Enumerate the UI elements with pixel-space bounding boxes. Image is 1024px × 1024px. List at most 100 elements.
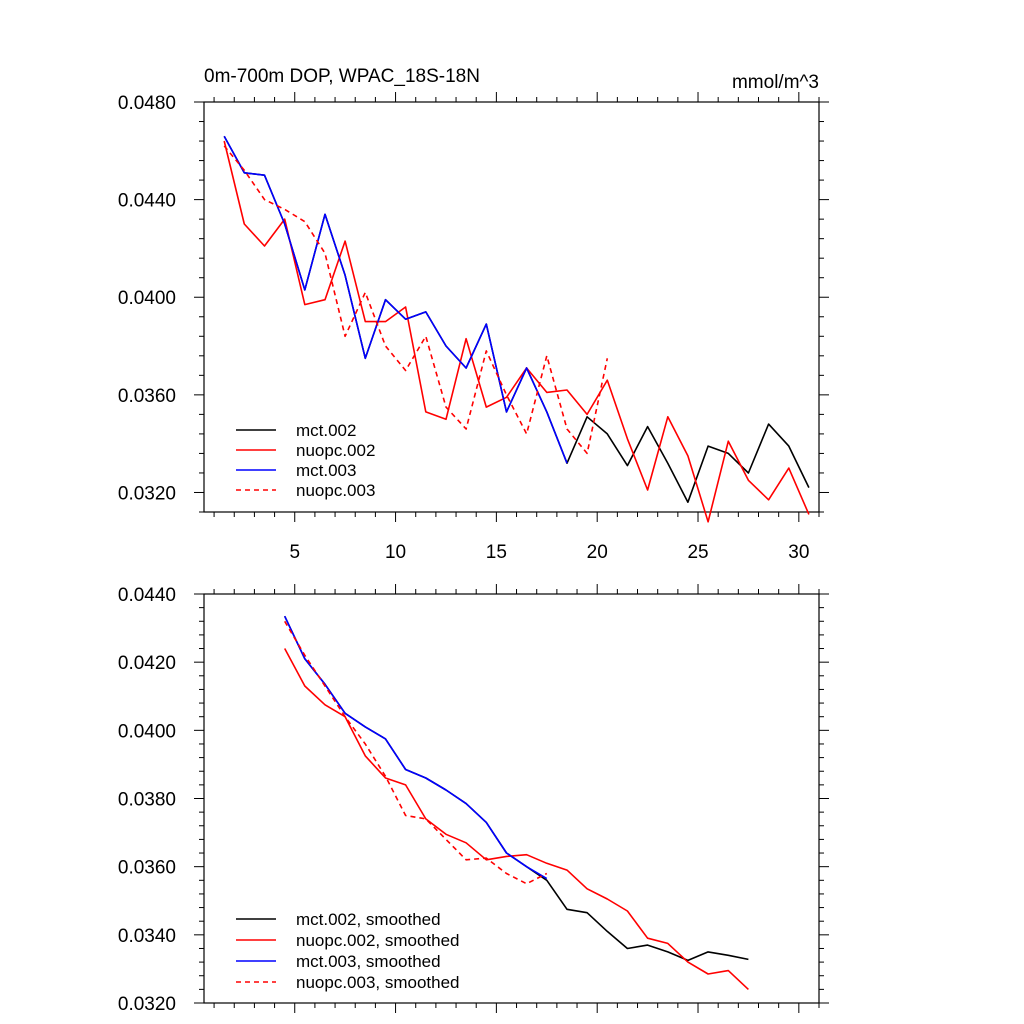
data-point <box>586 416 588 418</box>
data-point <box>748 959 750 961</box>
data-point <box>223 135 225 137</box>
x-tick-label: 20 <box>587 542 608 563</box>
legend-label: nuopc.002 <box>296 441 375 460</box>
data-point <box>465 367 467 369</box>
y-tick-label: 0.0480 <box>118 93 176 114</box>
data-point <box>284 648 286 650</box>
data-point <box>728 440 730 442</box>
data-point <box>465 859 467 861</box>
data-point <box>546 873 548 875</box>
y-tick-label: 0.0440 <box>118 191 176 212</box>
data-point <box>647 944 649 946</box>
data-point <box>607 379 609 381</box>
x-tick-label: 5 <box>289 542 300 563</box>
series-line-mct-003-smoothed <box>283 615 548 880</box>
data-point <box>304 685 306 687</box>
series-line-mct-003 <box>223 135 568 464</box>
data-point <box>768 423 770 425</box>
data-point <box>546 863 548 865</box>
y-tick-label: 0.0320 <box>118 994 176 1015</box>
legend-label: mct.003, smoothed <box>296 952 441 971</box>
data-point <box>304 289 306 291</box>
y-tick-label: 0.0360 <box>118 858 176 879</box>
legend-label: mct.002, smoothed <box>296 910 441 929</box>
y-tick-label: 0.0320 <box>118 483 176 504</box>
data-point <box>526 433 528 435</box>
data-point <box>526 866 528 868</box>
data-point <box>486 350 488 352</box>
data-point <box>284 621 286 623</box>
data-point <box>566 462 568 464</box>
data-point <box>244 223 246 225</box>
data-point <box>385 345 387 347</box>
data-point <box>586 453 588 455</box>
data-point <box>607 898 609 900</box>
data-point <box>264 174 266 176</box>
data-point <box>566 909 568 911</box>
chart-title: 0m-700m DOP, WPAC_18S-18N <box>204 66 480 87</box>
data-point <box>304 658 306 660</box>
data-point <box>526 854 528 856</box>
data-point <box>627 948 629 950</box>
data-point <box>344 336 346 338</box>
y-tick-label: 0.0340 <box>118 926 176 947</box>
y-tick-label: 0.0440 <box>118 585 176 606</box>
data-point <box>365 743 367 745</box>
data-point <box>667 943 669 945</box>
data-point <box>465 338 467 340</box>
data-point <box>405 784 407 786</box>
data-point <box>586 414 588 416</box>
data-point <box>445 839 447 841</box>
data-point <box>284 615 286 617</box>
data-point <box>586 888 588 890</box>
data-point <box>385 776 387 778</box>
data-point <box>344 713 346 715</box>
data-point <box>526 367 528 369</box>
data-point <box>425 336 427 338</box>
data-point <box>667 416 669 418</box>
data-point <box>728 453 730 455</box>
data-point <box>244 170 246 172</box>
data-point <box>284 218 286 220</box>
data-point <box>546 411 548 413</box>
data-point <box>344 240 346 242</box>
x-tick-label: 30 <box>788 542 809 563</box>
legend-label: nuopc.003 <box>296 481 375 500</box>
data-point <box>385 738 387 740</box>
legend-label: mct.003 <box>296 461 356 480</box>
data-point <box>788 445 790 447</box>
data-point <box>385 321 387 323</box>
data-point <box>385 299 387 301</box>
x-tick-label: 10 <box>385 542 406 563</box>
data-point <box>707 445 709 447</box>
data-point <box>465 803 467 805</box>
series-line-nuopc-003 <box>223 145 609 455</box>
data-point <box>788 467 790 469</box>
data-point <box>647 489 649 491</box>
data-point <box>546 392 548 394</box>
data-point <box>465 428 467 430</box>
data-point <box>223 140 225 142</box>
data-point <box>728 970 730 972</box>
data-point <box>768 499 770 501</box>
data-point <box>728 955 730 957</box>
data-point <box>405 318 407 320</box>
data-point <box>365 292 367 294</box>
data-point <box>627 910 629 912</box>
data-point <box>304 304 306 306</box>
data-point <box>445 419 447 421</box>
data-point <box>486 822 488 824</box>
data-point <box>244 172 246 174</box>
data-point <box>607 931 609 933</box>
data-point <box>506 411 508 413</box>
data-point <box>808 514 810 516</box>
data-point <box>707 951 709 953</box>
data-point <box>445 406 447 408</box>
data-point <box>284 223 286 225</box>
data-point <box>324 685 326 687</box>
data-point <box>425 411 427 413</box>
data-point <box>405 306 407 308</box>
data-point <box>707 521 709 523</box>
y-tick-label: 0.0400 <box>118 288 176 309</box>
